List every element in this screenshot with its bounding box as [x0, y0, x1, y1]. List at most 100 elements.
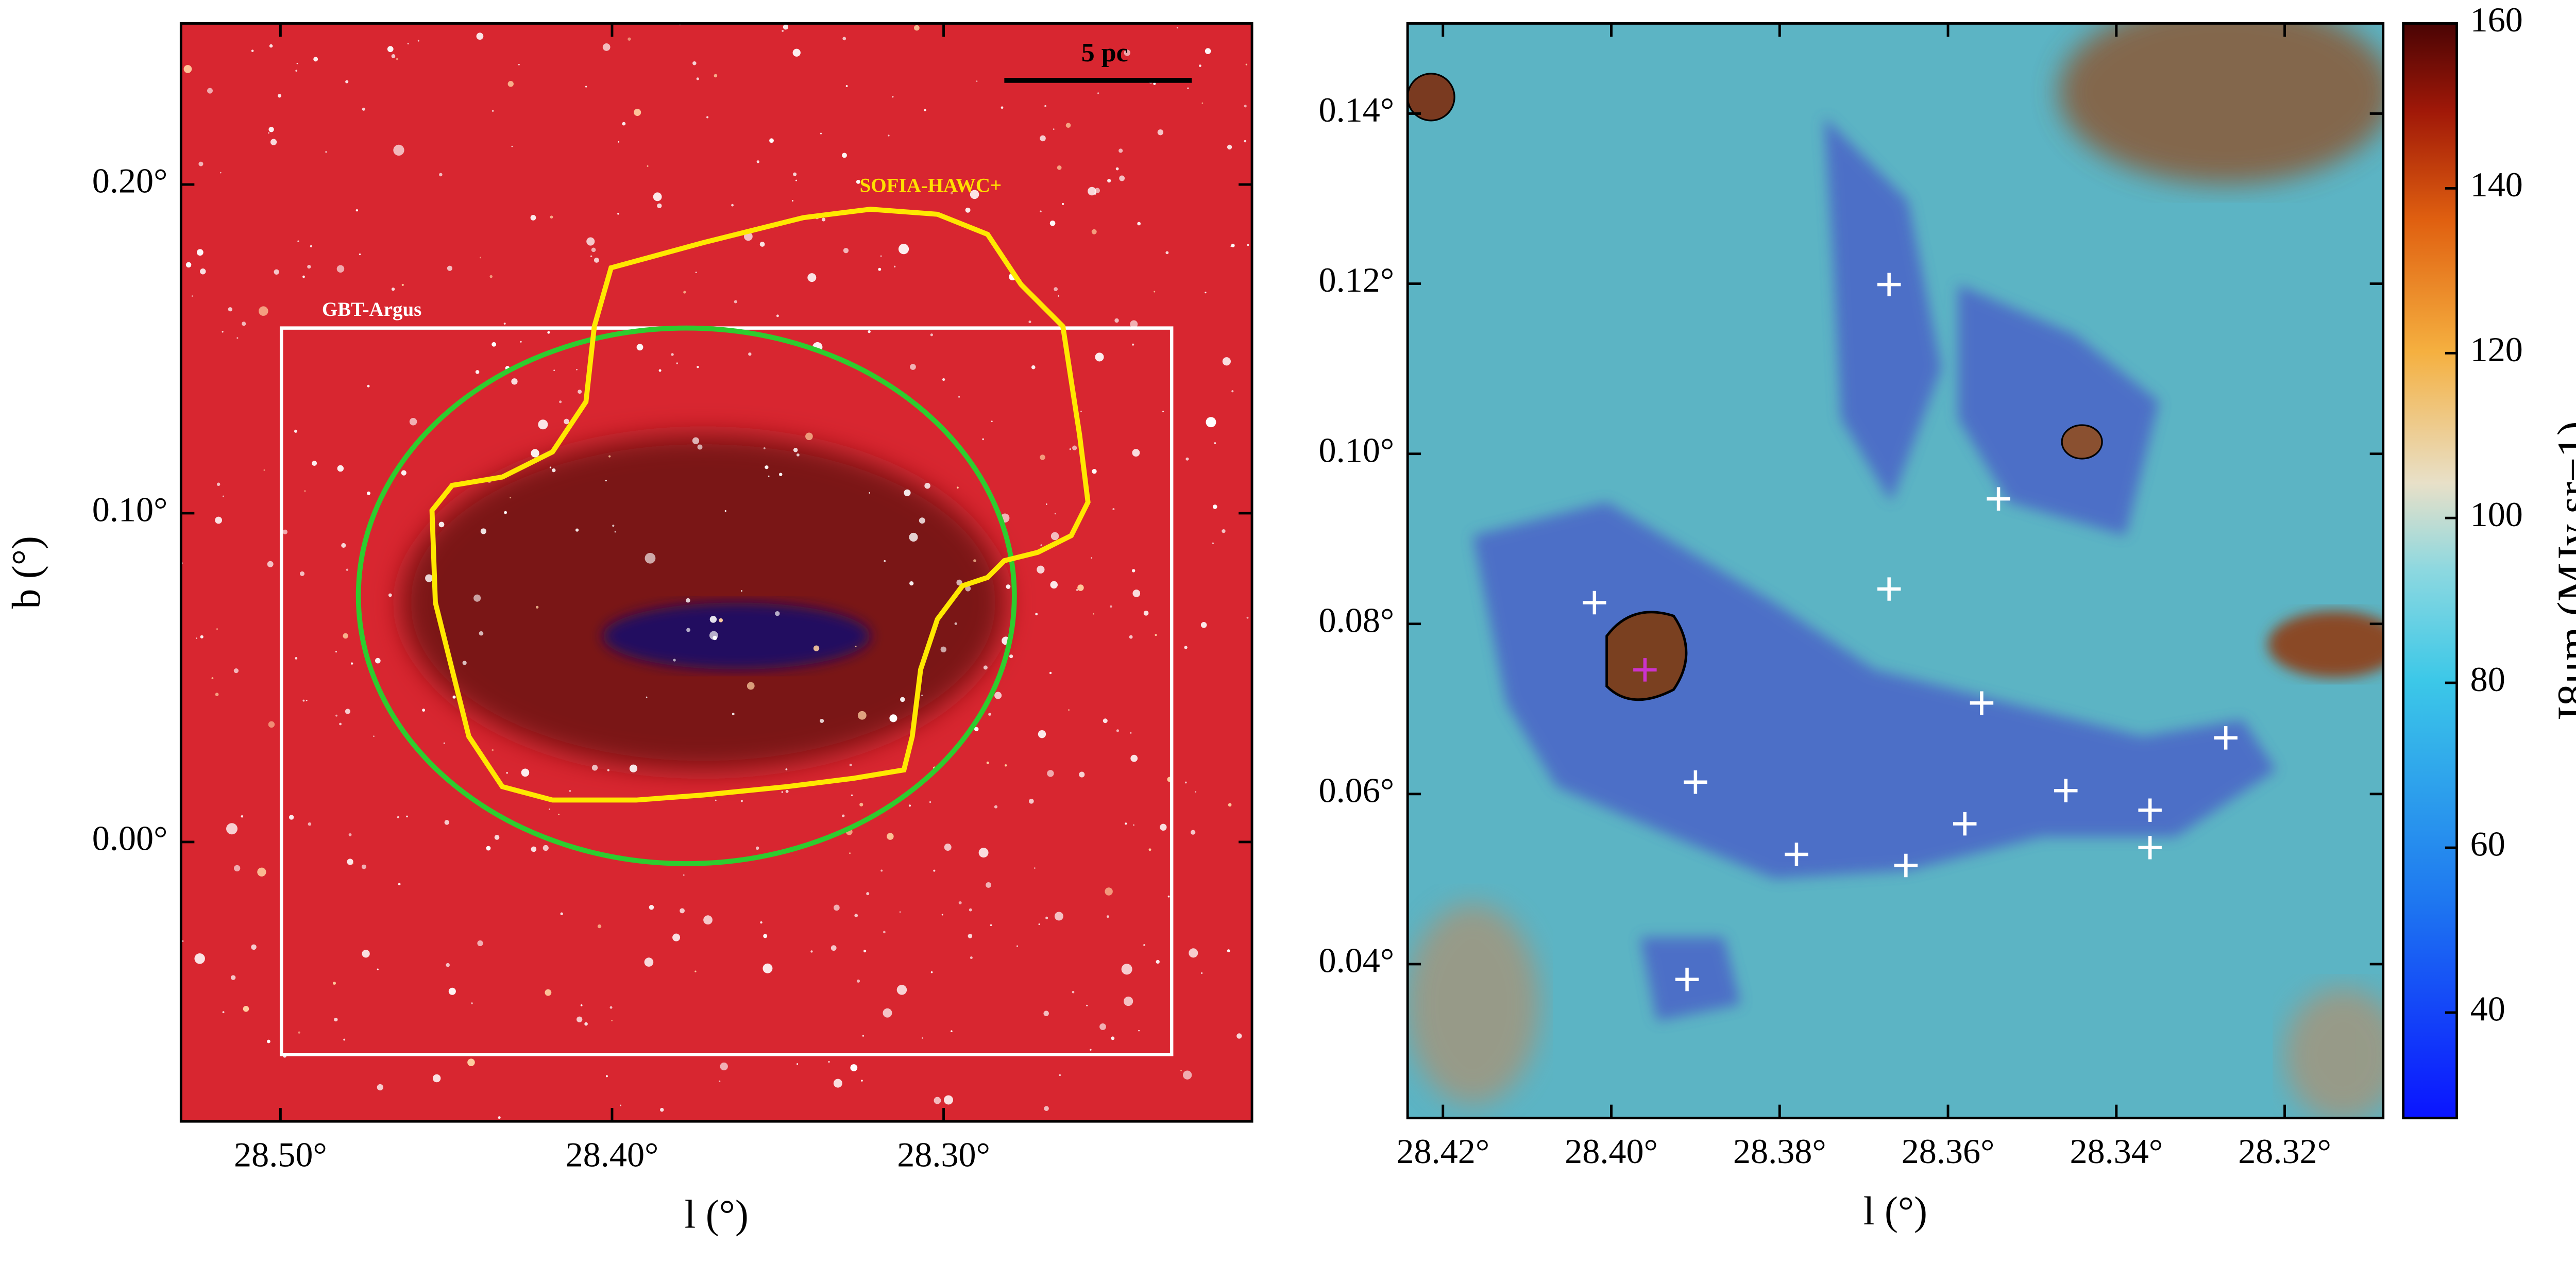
star	[647, 165, 649, 167]
star	[1223, 357, 1231, 365]
star	[697, 77, 699, 80]
star	[373, 735, 375, 737]
star	[1143, 944, 1145, 946]
star	[304, 490, 306, 492]
star	[1044, 1106, 1049, 1111]
star	[325, 151, 327, 153]
star	[1107, 179, 1111, 182]
x-tick-label: 28.42°	[1396, 1132, 1489, 1171]
star	[217, 482, 221, 486]
star	[269, 44, 273, 48]
star	[212, 677, 214, 679]
star	[200, 635, 204, 638]
star	[396, 58, 398, 60]
x-tick-label: 28.36°	[1902, 1132, 1995, 1171]
star	[615, 531, 616, 533]
star	[1097, 92, 1099, 94]
star	[866, 892, 869, 895]
star	[241, 815, 244, 818]
star	[951, 1030, 953, 1032]
star	[965, 208, 971, 213]
star	[606, 1075, 608, 1077]
star	[994, 692, 1002, 699]
star	[234, 668, 239, 673]
star	[880, 870, 883, 872]
annotation: 5 pc	[1081, 38, 1128, 68]
star	[1045, 917, 1048, 919]
star	[1055, 513, 1056, 515]
star	[862, 1035, 864, 1037]
colorbar-tick-label: 140	[2470, 165, 2523, 204]
star	[492, 749, 493, 751]
star	[620, 1105, 621, 1106]
star	[850, 764, 852, 766]
star	[944, 844, 952, 851]
star	[1160, 824, 1166, 831]
star	[671, 353, 673, 356]
star	[622, 122, 625, 126]
star	[843, 248, 849, 253]
star	[510, 497, 511, 498]
star	[392, 288, 395, 291]
star	[592, 765, 598, 770]
star	[634, 109, 641, 116]
x-tick-label: 28.34°	[2070, 1132, 2163, 1171]
star	[1228, 803, 1232, 806]
star	[228, 307, 232, 311]
star	[422, 709, 425, 712]
star	[909, 533, 918, 542]
star	[367, 492, 370, 495]
star	[1051, 532, 1059, 540]
star	[921, 695, 923, 696]
star	[958, 396, 960, 398]
star	[861, 1080, 862, 1081]
star	[418, 40, 419, 42]
star	[302, 700, 304, 702]
star	[686, 598, 690, 603]
star	[268, 127, 274, 132]
star	[793, 173, 796, 176]
star	[1072, 991, 1075, 994]
star	[1090, 1049, 1091, 1050]
star	[1158, 129, 1163, 135]
star	[345, 709, 350, 714]
star	[591, 248, 596, 253]
star	[1125, 822, 1127, 824]
star	[1043, 1011, 1049, 1016]
star	[264, 469, 265, 471]
star	[1035, 613, 1038, 615]
star	[698, 445, 703, 450]
star	[307, 265, 311, 268]
star	[653, 192, 662, 201]
star	[489, 275, 493, 278]
star	[1227, 949, 1230, 952]
star	[194, 953, 205, 964]
star	[1031, 365, 1036, 369]
star	[976, 80, 978, 82]
star	[234, 865, 240, 871]
star	[887, 833, 894, 840]
star	[1047, 770, 1054, 777]
star	[892, 96, 893, 97]
star	[200, 268, 206, 274]
star	[506, 772, 508, 774]
star	[197, 249, 204, 256]
star	[765, 465, 768, 469]
star	[929, 801, 931, 803]
star	[1040, 136, 1046, 142]
star	[793, 448, 798, 452]
star	[1038, 730, 1046, 738]
star	[686, 628, 690, 632]
star	[445, 820, 449, 824]
x-axis-label: l (°)	[685, 1192, 749, 1236]
star	[447, 266, 452, 271]
star	[1119, 176, 1125, 181]
star	[645, 957, 654, 967]
star	[495, 835, 500, 840]
star	[1231, 244, 1235, 247]
star	[504, 323, 506, 325]
star	[215, 517, 222, 524]
star	[814, 645, 819, 651]
star	[994, 805, 997, 809]
star	[880, 255, 882, 257]
